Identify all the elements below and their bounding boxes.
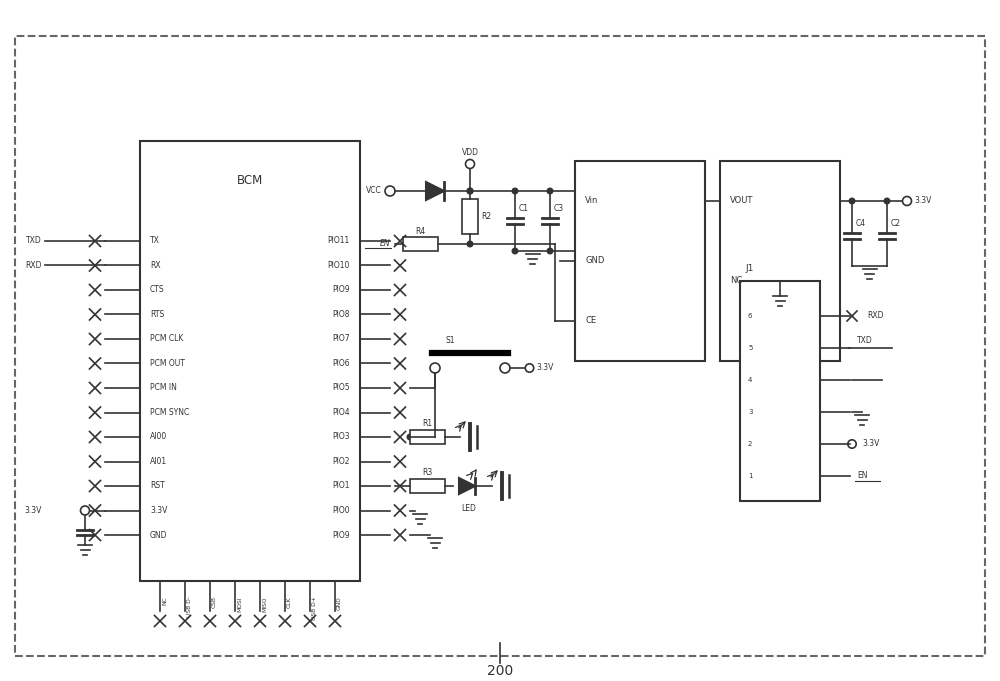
Text: 3.3V: 3.3V [862, 439, 879, 449]
Text: CLK: CLK [287, 596, 292, 607]
Circle shape [407, 434, 413, 440]
Text: 5: 5 [748, 345, 752, 351]
Text: RXD: RXD [26, 261, 42, 270]
Text: J1: J1 [745, 264, 753, 274]
Text: PCM OUT: PCM OUT [150, 359, 185, 368]
Text: PIO5: PIO5 [332, 383, 350, 392]
Text: 200: 200 [487, 664, 513, 678]
Text: MOSI: MOSI [237, 596, 242, 612]
Text: EN: EN [379, 240, 390, 249]
Text: PIO11: PIO11 [328, 236, 350, 245]
Text: RTS: RTS [150, 310, 164, 319]
Text: CTS: CTS [150, 285, 165, 294]
Text: RXD: RXD [867, 311, 884, 321]
Text: TXD: TXD [857, 336, 873, 345]
Text: S1: S1 [445, 336, 455, 345]
Circle shape [500, 363, 510, 373]
Circle shape [547, 248, 553, 254]
Circle shape [512, 248, 518, 254]
Text: GND: GND [337, 596, 342, 609]
Text: 3.3V: 3.3V [536, 364, 553, 373]
Text: CSB: CSB [212, 596, 217, 608]
Text: PIO10: PIO10 [328, 261, 350, 270]
Circle shape [525, 364, 534, 373]
Text: PCM CLK: PCM CLK [150, 334, 183, 343]
Text: MISO: MISO [262, 596, 267, 612]
Text: USB D+: USB D+ [312, 596, 317, 620]
Text: NC: NC [730, 276, 742, 285]
Text: R2: R2 [481, 212, 491, 221]
Bar [462, 199, 478, 234]
Text: R3: R3 [422, 469, 433, 477]
Circle shape [512, 188, 518, 194]
Text: 2: 2 [748, 441, 752, 447]
Text: R1: R1 [422, 419, 433, 428]
Text: 1: 1 [748, 473, 753, 479]
Text: C3: C3 [554, 204, 564, 214]
Text: VCC: VCC [366, 187, 382, 195]
Text: PIO8: PIO8 [332, 310, 350, 319]
Text: PIO2: PIO2 [332, 457, 350, 466]
Text: C2: C2 [891, 219, 901, 229]
Text: 3.3V: 3.3V [150, 506, 167, 515]
Text: TXD: TXD [26, 236, 42, 245]
Circle shape [430, 363, 440, 373]
Text: BCM: BCM [237, 174, 263, 187]
Circle shape [385, 186, 395, 196]
Text: PIO1: PIO1 [332, 481, 350, 490]
Text: 6: 6 [748, 313, 753, 319]
Text: LED: LED [462, 505, 476, 513]
Text: Vin: Vin [585, 197, 598, 206]
Text: PIO9: PIO9 [332, 530, 350, 539]
Text: PIO4: PIO4 [332, 408, 350, 417]
Text: PIO6: PIO6 [332, 359, 350, 368]
Text: C1: C1 [519, 204, 529, 214]
Text: PIO0: PIO0 [332, 506, 350, 515]
Text: PIO9: PIO9 [332, 285, 350, 294]
Text: USB D-: USB D- [187, 596, 192, 617]
Text: TX: TX [150, 236, 160, 245]
Circle shape [884, 198, 890, 204]
Text: 3: 3 [748, 409, 753, 415]
Bar [720, 161, 840, 361]
Bar [410, 430, 445, 444]
Circle shape [467, 188, 473, 194]
Text: AI01: AI01 [150, 457, 167, 466]
Bar [140, 141, 360, 581]
Circle shape [466, 159, 475, 168]
Text: PIO3: PIO3 [332, 432, 350, 441]
Text: CE: CE [585, 317, 596, 326]
Text: GND: GND [150, 530, 168, 539]
Text: NC: NC [162, 596, 167, 605]
Bar [403, 237, 438, 251]
Circle shape [848, 440, 856, 448]
Text: 3.3V: 3.3V [25, 506, 42, 515]
Text: R4: R4 [415, 227, 426, 236]
Text: VDD: VDD [462, 148, 479, 157]
Circle shape [849, 198, 855, 204]
Polygon shape [459, 478, 475, 494]
Circle shape [902, 197, 912, 206]
Circle shape [80, 506, 90, 515]
Text: VOUT: VOUT [730, 197, 753, 206]
Circle shape [467, 241, 473, 247]
Text: RX: RX [150, 261, 161, 270]
Circle shape [547, 188, 553, 194]
Text: 4: 4 [748, 377, 752, 383]
Polygon shape [426, 182, 444, 200]
Text: RST: RST [150, 481, 165, 490]
Bar [410, 479, 445, 493]
Text: 3.3V: 3.3V [914, 197, 931, 206]
Bar [575, 161, 705, 361]
Text: PCM IN: PCM IN [150, 383, 177, 392]
Text: C4: C4 [856, 219, 866, 229]
Text: GND: GND [585, 257, 604, 266]
Text: PIO7: PIO7 [332, 334, 350, 343]
Text: PCM SYNC: PCM SYNC [150, 408, 189, 417]
Bar [740, 281, 820, 501]
Text: AI00: AI00 [150, 432, 167, 441]
Text: EN: EN [857, 471, 868, 481]
